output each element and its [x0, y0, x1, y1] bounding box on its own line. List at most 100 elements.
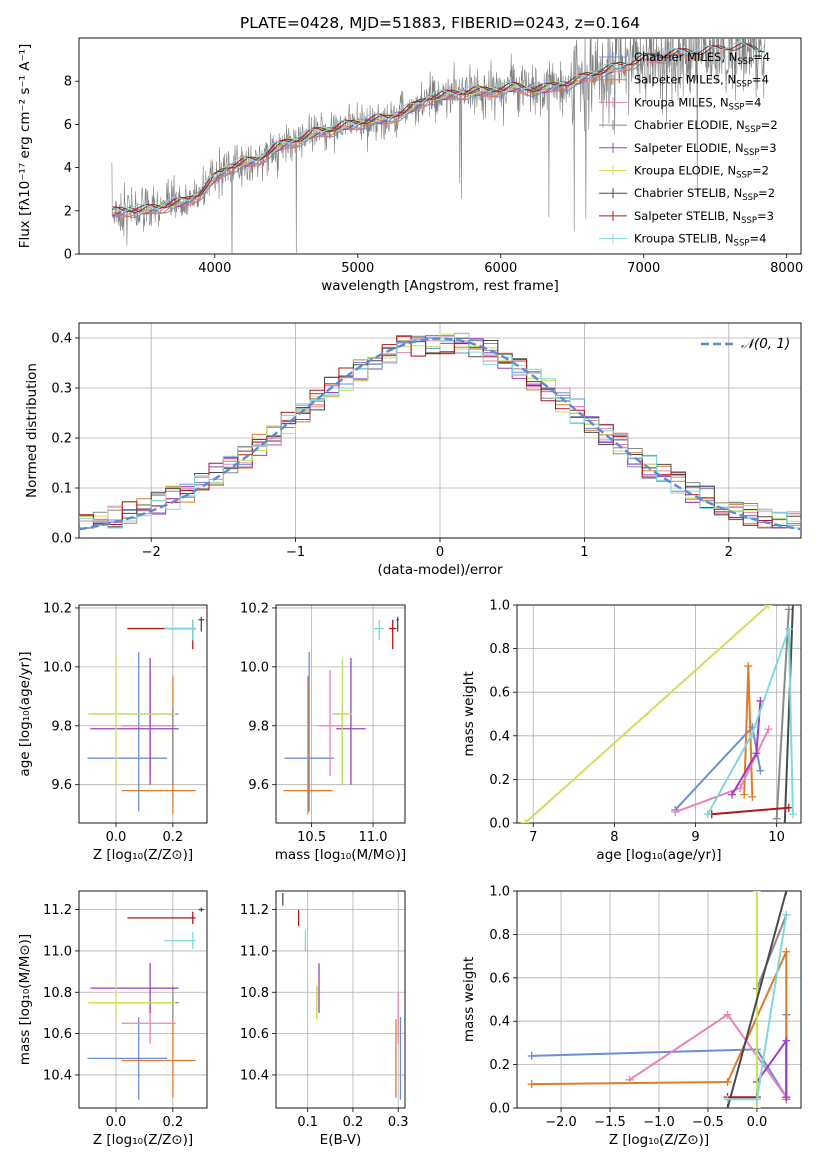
y-tick-label: 0.4 — [489, 729, 510, 744]
weight-marker — [723, 1010, 732, 1019]
x-tick-label: 2 — [725, 545, 733, 560]
model-line-kroupa-stelib — [111, 41, 765, 212]
legend-label: 𝒩(0, 1) — [741, 336, 790, 352]
weight-marker — [728, 790, 737, 799]
y-tick-label: 0.0 — [489, 1102, 510, 1117]
x-tick-label: 0.2 — [163, 1115, 184, 1130]
weight-plot-area — [521, 605, 797, 823]
weight-marker — [723, 1104, 732, 1108]
x-tick-label: 9 — [691, 830, 699, 845]
x-axis-label: (data-model)/error — [377, 562, 503, 578]
weight-marker — [744, 662, 753, 671]
y-tick-label: 6 — [64, 118, 72, 133]
x-tick-label: 0 — [436, 545, 444, 560]
y-tick-label: 0.6 — [489, 686, 510, 701]
model-line-kroupa-miles — [111, 52, 700, 218]
axes-frame — [78, 604, 208, 824]
weight-line-salpeter-stelib — [711, 806, 789, 816]
y-axis-label: Normed distribution — [24, 363, 40, 498]
mass-vs-Z-chart: 0.0 0.2 10.4 10.6 10.8 11.0 11.2 Z [log₁₀(Z/Z⊙)… — [17, 890, 208, 1148]
y-axis-label: mass [log₁₀(M/M⊙)] — [17, 934, 33, 1065]
weight-marker — [723, 1095, 732, 1104]
weight-marker — [723, 1077, 732, 1086]
x-tick-label: 8000 — [770, 261, 803, 276]
axes-frame — [275, 604, 406, 824]
legend-label: Chabrier MILES, NSSP=4 — [634, 50, 770, 67]
x-tick-label: −2.0 — [545, 1115, 577, 1130]
x-tick-label: 5000 — [341, 261, 374, 276]
weight-marker — [764, 605, 773, 609]
y-axis-label: age [log₁₀(age/yr)] — [17, 651, 33, 776]
y-tick-label: 10.0 — [43, 660, 72, 675]
y-tick-label: 0.1 — [51, 482, 72, 497]
weight-marker — [782, 891, 791, 895]
y-tick-label: 9.8 — [248, 719, 269, 734]
legend-label: Salpeter STELIB, NSSP=3 — [634, 209, 774, 226]
axes-frame — [78, 890, 208, 1109]
legend-label: Kroupa STELIB, NSSP=4 — [634, 232, 766, 249]
x-tick-label: −1 — [286, 545, 305, 560]
x-axis-label: Z [log₁₀(Z/Z⊙)] — [93, 1132, 193, 1148]
histogram-series-salpeter-stelib — [79, 335, 801, 529]
y-tick-label: 4 — [64, 161, 72, 176]
weight-marker — [625, 1075, 634, 1084]
x-tick-label: 0.1 — [297, 1115, 318, 1130]
legend-label: Kroupa MILES, NSSP=4 — [634, 95, 761, 112]
axes-frame — [78, 322, 802, 539]
errorbar-plot-area — [87, 907, 205, 1100]
errorbar-plot-area — [283, 616, 399, 815]
errorbar-plot-area — [87, 616, 205, 815]
model-line-chabrier-stelib — [111, 44, 764, 213]
weight-marker — [752, 1095, 761, 1104]
weight-line-kroupa-elodie — [524, 605, 770, 823]
y-tick-label: 0.8 — [489, 642, 510, 657]
legend-label: Salpeter MILES, NSSP=4 — [634, 73, 769, 90]
weight-marker — [752, 891, 761, 895]
y-tick-label: 0.0 — [489, 817, 510, 832]
x-tick-label: 0.2 — [343, 1115, 364, 1130]
x-tick-label: 6000 — [484, 261, 517, 276]
weight-line-chabrier-elodie — [755, 914, 788, 989]
model-line-salpeter-miles — [111, 53, 700, 218]
y-tick-label: 10.6 — [43, 1027, 72, 1042]
y-tick-label: 0.2 — [489, 773, 510, 788]
x-tick-label: 8 — [610, 830, 618, 845]
axes-frame — [516, 890, 802, 1109]
y-axis-label: mass weight — [461, 671, 477, 756]
weight-marker — [748, 792, 757, 801]
x-tick-label: 10.5 — [297, 830, 326, 845]
x-tick-label: −1.5 — [594, 1115, 626, 1130]
weight-marker — [756, 766, 765, 775]
x-tick-label: 0.0 — [106, 830, 127, 845]
y-tick-label: 9.8 — [51, 719, 72, 734]
y-axis-label: mass weight — [461, 957, 477, 1042]
y-tick-label: 10.2 — [43, 601, 72, 616]
weight-marker — [784, 624, 793, 633]
weight-plot-area — [527, 891, 791, 1108]
y-tick-label: 0.4 — [51, 332, 72, 347]
y-tick-label: 10.8 — [240, 986, 269, 1001]
y-tick-label: 9.6 — [51, 778, 72, 793]
y-tick-label: 0.4 — [489, 1015, 510, 1030]
weight-marker — [782, 1036, 791, 1045]
axes-frame — [275, 890, 406, 1109]
x-tick-label: 0.0 — [106, 1115, 127, 1130]
y-tick-label: 8 — [64, 75, 72, 90]
x-tick-label: 7 — [529, 830, 537, 845]
weight-marker — [527, 1080, 536, 1089]
normal-curve — [79, 337, 801, 531]
spectrum-legend: Chabrier MILES, NSSP=4 Salpeter MILES, NS… — [599, 50, 778, 249]
weight-marker — [736, 784, 745, 793]
y-tick-label: 10.2 — [240, 601, 269, 616]
x-axis-label: wavelength [Angstrom, rest frame] — [321, 278, 559, 294]
y-tick-label: 0.2 — [51, 432, 72, 447]
weight-marker — [782, 1093, 791, 1102]
x-tick-label: 11.0 — [359, 830, 388, 845]
y-tick-label: 0 — [64, 248, 72, 263]
axes-frame — [516, 604, 802, 824]
x-axis-label: mass [log₁₀(M/M⊙)] — [275, 847, 406, 863]
histogram-plot-area — [79, 332, 801, 531]
weight-line-kroupa-stelib — [706, 628, 794, 815]
x-axis-label: age [log₁₀(age/yr)] — [596, 847, 721, 863]
weight-marker — [527, 1051, 536, 1060]
